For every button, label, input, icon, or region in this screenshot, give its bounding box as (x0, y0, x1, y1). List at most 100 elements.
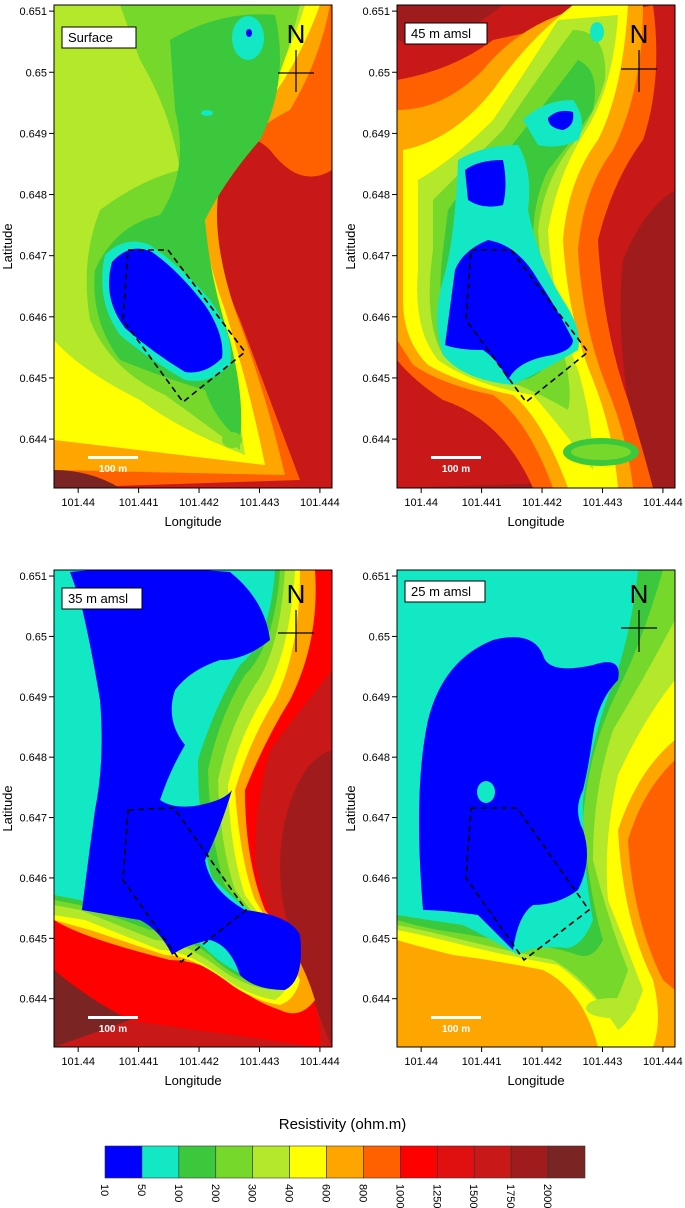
y-tick-label: 0.645 (19, 933, 47, 945)
legend-tick-label: 1000 (393, 1184, 405, 1208)
north-arrow: N (278, 19, 314, 92)
resistivity-map-35m: N 35 m amsl 100 m 101.44 101.441 101.442 10… (0, 569, 340, 1088)
legend-tick-label: 10 (98, 1184, 110, 1196)
layer-label: 35 m amsl (68, 591, 128, 606)
legend-tick-label: 2000 (541, 1184, 553, 1208)
y-tick-label: 0.647 (362, 813, 390, 825)
contour-2000 (54, 970, 130, 1047)
layer-label-box: 25 m amsl (404, 580, 486, 603)
x-tick-label: 101.441 (119, 1056, 159, 1068)
scale-bar: 100 m (431, 456, 481, 475)
map-panel-surface: N Surface 100 m 101.44 101.441 101.442 101.… (0, 0, 342, 545)
x-axis-title: Longitude (164, 514, 221, 529)
y-tick-label: 0.651 (362, 6, 390, 18)
resistivity-map-45m: N 45 m amsl 100 m 101.44 101.441 101.442 10… (343, 4, 683, 529)
plot-frame (396, 4, 676, 489)
y-tick-label: 0.646 (19, 873, 47, 885)
y-tick-label: 0.644 (362, 434, 390, 446)
legend-swatch (547, 1145, 586, 1179)
y-axis-title: Latitude (0, 785, 15, 831)
legend-swatch (510, 1145, 549, 1179)
y-tick-label: 0.648 (19, 190, 47, 202)
layer-label-box: Surface (61, 26, 137, 49)
y-tick-label: 0.646 (362, 873, 390, 885)
map-panel-45m: N 45 m amsl 100 m 101.44 101.441 101.442 10… (343, 0, 685, 545)
plot-frame (53, 4, 333, 489)
site-boundary (465, 807, 591, 962)
contour-50-small (590, 22, 604, 42)
layer-label: Surface (68, 30, 113, 45)
scale-bar: 100 m (431, 1016, 481, 1035)
site-boundary (122, 249, 247, 404)
y-axis-title: Latitude (0, 223, 15, 269)
x-tick-label: 101.441 (462, 1056, 502, 1068)
legend-swatch (363, 1145, 401, 1179)
x-tick-label: 101.442 (179, 497, 219, 509)
contour-50-north (232, 16, 264, 60)
contour-10 (419, 637, 619, 950)
x-tick-label: 101.441 (462, 497, 502, 509)
y-tick-label: 0.645 (19, 373, 47, 385)
plot-frame (53, 569, 333, 1048)
x-tick-label: 101.44 (61, 1056, 95, 1068)
contour-50-small (477, 781, 495, 803)
y-tick-label: 0.649 (362, 692, 390, 704)
contour-200-south (222, 432, 242, 448)
layer-label: 45 m amsl (411, 26, 471, 41)
x-axis-title: Longitude (507, 514, 564, 529)
contour-10 (108, 248, 223, 373)
legend-colorbar: 10 50 100 200 300 400 600 800 1000 1250 1500 1750 20… (98, 1145, 586, 1208)
map-panel-25m: N 25 m amsl 100 m 101.44 101.441 101.442 10… (343, 560, 685, 1105)
scale-bar-label: 100 m (99, 1024, 127, 1035)
x-tick-label: 101.442 (522, 497, 562, 509)
y-tick-label: 0.65 (369, 67, 390, 79)
legend-tick-label: 200 (209, 1184, 221, 1202)
y-tick-label: 0.65 (369, 631, 390, 643)
contour-2000 (54, 470, 120, 488)
legend-swatch (400, 1145, 438, 1179)
y-tick-label: 0.647 (362, 251, 390, 263)
site-boundary (465, 249, 590, 404)
y-tick-label: 0.644 (362, 994, 390, 1006)
y-tick-label: 0.647 (19, 813, 47, 825)
north-arrow: N (278, 579, 314, 652)
y-tick-label: 0.65 (26, 631, 47, 643)
legend-swatch (326, 1145, 364, 1179)
x-tick-label: 101.444 (643, 1056, 683, 1068)
north-label: N (630, 579, 649, 609)
x-tick-label: 101.44 (404, 497, 438, 509)
legend-swatch (289, 1145, 327, 1179)
legend-tick-label: 50 (135, 1184, 147, 1196)
layer-label: 25 m amsl (411, 584, 471, 599)
legend-swatch (104, 1145, 143, 1179)
legend-tick-label: 1250 (430, 1184, 442, 1208)
contour-800 (628, 760, 675, 990)
contour-10-north (246, 29, 252, 37)
y-tick-label: 0.644 (19, 434, 47, 446)
legend-tick-label: 400 (283, 1184, 295, 1202)
contour-300-south (586, 998, 636, 1018)
layer-label-box: 35 m amsl (61, 587, 143, 610)
x-tick-label: 101.442 (179, 1056, 219, 1068)
north-arrow: N (621, 579, 657, 652)
contour-10 (70, 570, 301, 990)
site-boundary (122, 807, 248, 964)
legend-tick-label: 300 (246, 1184, 258, 1202)
scale-bar: 100 m (88, 456, 138, 475)
y-tick-label: 0.648 (362, 752, 390, 764)
scale-bar-label: 100 m (99, 464, 127, 475)
x-tick-label: 101.441 (119, 497, 159, 509)
x-tick-label: 101.442 (522, 1056, 562, 1068)
legend-tick-label: 1750 (504, 1184, 516, 1208)
x-tick-label: 101.444 (300, 497, 340, 509)
x-tick-label: 101.443 (240, 497, 280, 509)
legend-tick-label: 1500 (467, 1184, 479, 1208)
plot-frame (396, 569, 676, 1048)
legend-swatch (437, 1145, 475, 1179)
contour-10-middle (465, 160, 506, 207)
y-tick-label: 0.651 (362, 571, 390, 583)
y-tick-label: 0.648 (19, 752, 47, 764)
x-tick-label: 101.443 (583, 1056, 623, 1068)
legend-title: Resistivity (ohm.m) (278, 1116, 407, 1133)
legend-tick-label: 800 (356, 1184, 368, 1202)
